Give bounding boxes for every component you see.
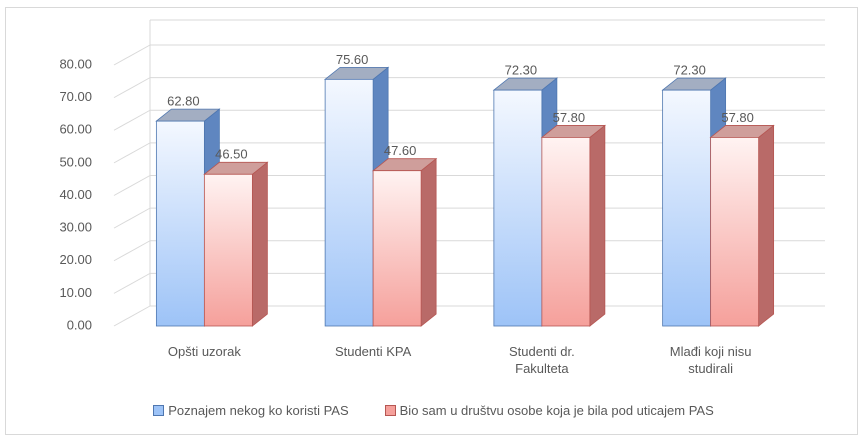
- x-tick-label: Mlađi koji nisu studirali: [669, 344, 752, 376]
- grid-line: [113, 240, 151, 262]
- grid-line: [113, 109, 151, 131]
- grid-line: [113, 175, 151, 196]
- y-tick-label: 10.00: [59, 285, 92, 300]
- data-label: 72.30: [505, 63, 538, 78]
- bar-side: [758, 124, 775, 327]
- legend-label: Poznajem nekog ko koristi PAS: [168, 403, 349, 418]
- bar-side: [420, 157, 437, 327]
- grid-line: [113, 142, 151, 164]
- grid-line: [113, 305, 151, 327]
- grid-line: [113, 272, 151, 294]
- data-label: 57.80: [553, 110, 586, 125]
- x-tick-label: Studenti KPA: [334, 344, 412, 359]
- legend-swatch: [384, 405, 396, 416]
- legend-swatch: [153, 405, 165, 416]
- bar: [372, 170, 422, 327]
- data-label: 72.30: [673, 63, 706, 78]
- grid-line: [113, 77, 151, 99]
- legend-item: Bio sam u društvu osobe koja je bila pod…: [384, 403, 714, 418]
- y-tick-label: 50.00: [59, 154, 92, 169]
- bar-side: [589, 124, 606, 327]
- bar: [541, 137, 591, 327]
- legend: Poznajem nekog ko koristi PAS Bio sam u d…: [0, 403, 867, 418]
- data-label: 62.80: [167, 94, 200, 109]
- x-tick-label: Studenti dr. Fakulteta: [508, 344, 575, 376]
- bar: [324, 78, 374, 327]
- grid-line: [113, 207, 151, 229]
- y-tick-label: 40.00: [59, 187, 92, 202]
- bar-side: [251, 161, 268, 327]
- y-tick-label: 60.00: [59, 122, 92, 137]
- data-label: 75.60: [336, 52, 369, 67]
- chart-border: [5, 7, 858, 435]
- y-tick-label: 80.00: [59, 56, 92, 71]
- legend-label: Bio sam u društvu osobe koja je bila pod…: [399, 403, 714, 418]
- bar: [710, 137, 760, 327]
- legend-item: Poznajem nekog ko koristi PAS: [153, 403, 349, 418]
- x-tick-label: Opšti uzorak: [167, 344, 241, 359]
- y-tick-label: 0.00: [67, 317, 92, 332]
- bar: [493, 89, 543, 327]
- bar: [662, 89, 712, 327]
- data-label: 57.80: [721, 110, 754, 125]
- data-label: 46.50: [215, 147, 248, 162]
- y-tick-label: 70.00: [59, 89, 92, 104]
- y-tick-label: 20.00: [59, 252, 92, 267]
- y-tick-label: 30.00: [59, 220, 92, 235]
- grid-line: [113, 44, 151, 66]
- data-label: 47.60: [384, 143, 417, 158]
- bar: [155, 120, 205, 327]
- bar: [203, 173, 253, 327]
